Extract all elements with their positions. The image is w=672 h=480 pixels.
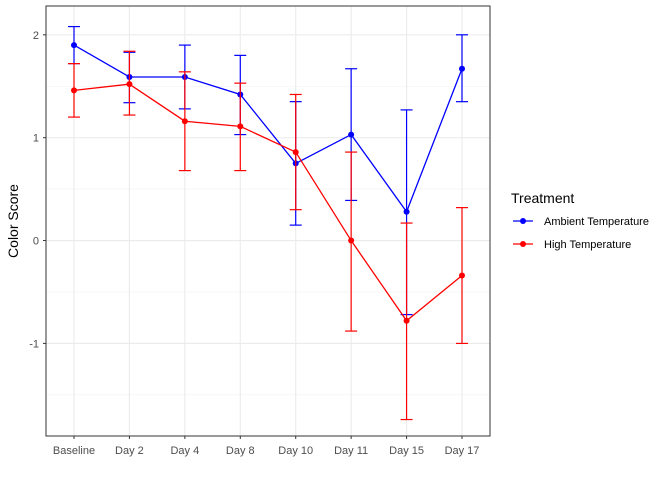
legend-item: High Temperature — [513, 239, 631, 251]
legend-label: Ambient Temperature — [544, 216, 649, 228]
data-point — [348, 131, 355, 138]
legend-label: High Temperature — [544, 239, 631, 251]
data-point — [126, 81, 133, 88]
legend-marker — [520, 241, 526, 247]
y-tick-label: 1 — [33, 133, 39, 145]
data-point — [292, 149, 299, 156]
y-axis-title: Color Score — [5, 184, 21, 258]
x-tick-label: Day 2 — [115, 445, 144, 457]
data-point — [403, 317, 410, 324]
y-tick-label: -1 — [29, 338, 39, 350]
series-line — [73, 83, 463, 322]
x-tick-label: Day 11 — [334, 445, 368, 457]
data-point — [71, 42, 77, 49]
data-point — [403, 208, 410, 215]
data-point — [181, 118, 188, 125]
x-tick-label: Day 17 — [445, 445, 480, 457]
data-point — [71, 87, 77, 94]
legend-title: Treatment — [511, 190, 574, 206]
data-point — [237, 123, 244, 130]
x-tick-label: Baseline — [53, 445, 95, 457]
data-point — [348, 237, 355, 244]
data-point — [459, 65, 465, 72]
data-point — [459, 272, 465, 279]
y-tick-label: 2 — [33, 30, 39, 42]
axes: -1 0 1 2 Baseline Day 2 Day 4 Day 8 Day 10 Day 11… — [29, 30, 479, 457]
series-layer — [68, 25, 468, 421]
x-tick-label: Day 4 — [170, 445, 199, 457]
legend-marker — [520, 218, 526, 224]
y-tick-label: 0 — [33, 236, 39, 248]
legend-item: Ambient Temperature — [513, 216, 649, 228]
x-tick-label: Day 10 — [278, 445, 313, 457]
x-tick-label: Day 15 — [389, 445, 424, 457]
legend: Treatment Ambient Temperature High Temper… — [511, 190, 649, 251]
panel-border — [45, 5, 491, 437]
x-tick-label: Day 8 — [226, 445, 255, 457]
series-high-temperature — [68, 50, 468, 421]
series-line — [73, 44, 463, 214]
